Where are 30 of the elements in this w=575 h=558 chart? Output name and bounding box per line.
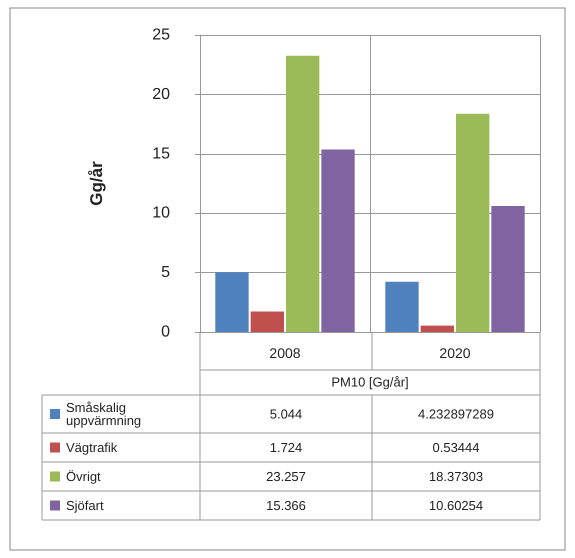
bar <box>250 312 284 332</box>
data-label: 15.366 <box>266 498 306 513</box>
x-tick-label: 2020 <box>439 345 471 361</box>
data-label: 23.257 <box>266 469 306 484</box>
bar <box>385 282 419 332</box>
bar <box>321 149 355 332</box>
legend-label: Sjöfart <box>66 498 104 513</box>
data-label: 4.232897289 <box>418 406 494 422</box>
data-label: 1.724 <box>270 440 302 455</box>
y-tick-label: 20 <box>152 86 170 103</box>
y-tick-label: 25 <box>152 26 170 44</box>
legend-label: Vägtrafik <box>66 440 118 455</box>
y-tick-label: 10 <box>152 204 170 222</box>
bar <box>215 272 249 332</box>
y-axis-title: Gg/år <box>87 160 106 206</box>
bar <box>286 56 320 332</box>
y-tick-label: 0 <box>161 324 170 340</box>
y-tick-label: 5 <box>161 264 170 282</box>
x-axis-title: PM10 [Gg/år] <box>331 374 409 390</box>
x-tick-label: 2008 <box>269 345 301 361</box>
data-label: 10.60254 <box>428 498 484 513</box>
legend-label: Övrigt <box>66 469 102 484</box>
bar <box>491 206 525 332</box>
bar <box>420 326 454 332</box>
data-label: 5.044 <box>270 406 302 422</box>
data-label: 0.53444 <box>432 440 480 455</box>
y-tick-label: 15 <box>152 145 170 162</box>
bar <box>456 114 490 332</box>
legend-label: Småskalig uppvärmning <box>66 400 142 428</box>
data-label: 18.37303 <box>428 469 484 484</box>
